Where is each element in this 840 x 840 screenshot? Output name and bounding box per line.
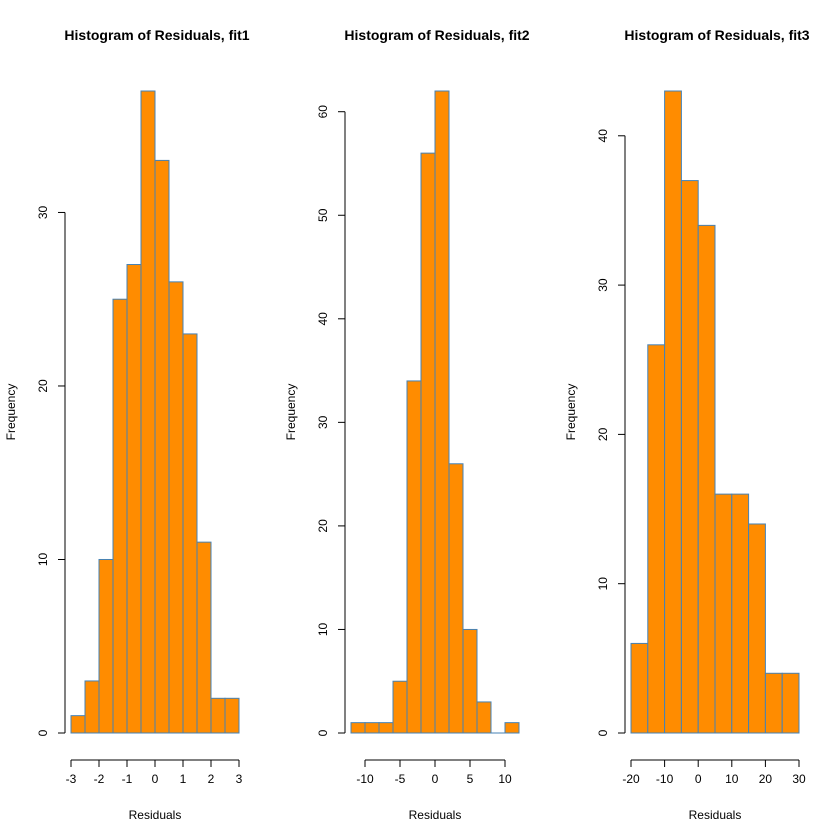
histogram-bar	[406, 380, 422, 734]
histogram-bar	[392, 680, 408, 734]
histogram-bar	[98, 558, 114, 734]
histogram-bar	[84, 680, 100, 734]
histogram-bar	[112, 298, 128, 734]
histogram-bar	[350, 722, 366, 734]
x-tick-label: 0	[152, 772, 159, 786]
y-tick-label: 0	[596, 729, 610, 736]
y-tick-label: 50	[316, 208, 330, 222]
x-axis-label: Residuals	[689, 808, 742, 822]
panel-fit2: Histogram of Residuals, fit2 Residuals F…	[284, 27, 530, 822]
x-tick-label: 10	[725, 772, 739, 786]
x-tick-label: 10	[498, 772, 512, 786]
x-tick-label: -1	[122, 772, 133, 786]
x-tick-label: 2	[208, 772, 215, 786]
histogram-bar	[210, 697, 226, 734]
x-axis: -20 -10 0 10 20 30	[622, 759, 806, 786]
y-axis: 0 10 20 30	[36, 205, 66, 736]
histogram-bar	[714, 493, 733, 734]
y-tick-label: 0	[36, 729, 50, 736]
histogram-bar	[731, 493, 750, 734]
x-axis: -10 -5 0 5 10	[356, 759, 512, 786]
x-tick-label: -20	[622, 772, 640, 786]
histogram-bar	[680, 180, 699, 734]
y-tick-label: 30	[596, 278, 610, 292]
histogram-bar	[434, 90, 450, 734]
histogram-bar	[462, 628, 478, 734]
panel-fit3: Histogram of Residuals, fit3 Residuals F…	[564, 27, 810, 822]
y-axis-label: Frequency	[564, 384, 578, 441]
y-axis-label: Frequency	[284, 384, 298, 441]
histogram-bar	[196, 541, 212, 734]
y-tick-label: 20	[316, 519, 330, 533]
x-axis-label: Residuals	[129, 808, 182, 822]
x-tick-label: 0	[695, 772, 702, 786]
x-tick-label: 3	[236, 772, 243, 786]
histogram-bar	[781, 672, 800, 734]
y-tick-label: 10	[596, 577, 610, 591]
panel-fit1: Histogram of Residuals, fit1 Residuals F…	[4, 27, 250, 822]
x-tick-label: 0	[432, 772, 439, 786]
y-axis-label: Frequency	[4, 384, 18, 441]
histogram-bar	[140, 90, 156, 734]
histogram-bar	[224, 697, 240, 734]
histogram-bar	[664, 90, 682, 734]
x-tick-label: -5	[395, 772, 406, 786]
histogram-bar	[378, 722, 394, 734]
chart-title: Histogram of Residuals, fit1	[64, 27, 249, 43]
y-tick-label: 60	[316, 105, 330, 119]
histogram-bar	[126, 264, 142, 734]
x-tick-label: -3	[66, 772, 77, 786]
x-tick-label: 5	[467, 772, 474, 786]
x-axis-label: Residuals	[409, 808, 462, 822]
bar-group	[70, 90, 240, 734]
bar-group	[630, 90, 800, 734]
bar-group	[350, 90, 520, 734]
y-tick-label: 10	[36, 552, 50, 566]
histogram-bar	[70, 715, 86, 734]
histogram-bar	[364, 722, 380, 734]
histogram-bar	[504, 722, 520, 734]
y-tick-label: 20	[36, 379, 50, 393]
x-axis: -3 -2 -1 0 1 2 3	[66, 759, 243, 786]
histogram-bar	[476, 701, 492, 734]
histogram-bar	[764, 672, 783, 734]
histogram-bar	[420, 152, 436, 734]
chart-title: Histogram of Residuals, fit3	[624, 27, 809, 43]
x-tick-label: -10	[656, 772, 674, 786]
chart-title: Histogram of Residuals, fit2	[344, 27, 529, 43]
y-tick-label: 40	[596, 129, 610, 143]
x-tick-label: 30	[792, 772, 806, 786]
y-tick-label: 40	[316, 312, 330, 326]
histogram-bar	[748, 523, 766, 734]
x-tick-label: 1	[180, 772, 187, 786]
y-axis: 0 10 20 30 40	[596, 129, 626, 736]
y-axis: 0 10 20 30 40 50 60	[316, 105, 346, 736]
histogram-bar	[154, 159, 170, 734]
histogram-bar	[168, 281, 184, 734]
histogram-bar	[697, 224, 716, 734]
y-tick-label: 0	[316, 729, 330, 736]
histogram-bar	[448, 463, 464, 734]
x-tick-label: -10	[356, 772, 374, 786]
x-tick-label: 20	[759, 772, 773, 786]
y-tick-label: 10	[316, 622, 330, 636]
histogram-bar	[647, 344, 666, 734]
y-tick-label: 30	[316, 415, 330, 429]
histogram-bar	[630, 642, 649, 734]
y-tick-label: 20	[596, 427, 610, 441]
histogram-bar	[182, 333, 198, 734]
y-tick-label: 30	[36, 205, 50, 219]
x-tick-label: -2	[94, 772, 105, 786]
